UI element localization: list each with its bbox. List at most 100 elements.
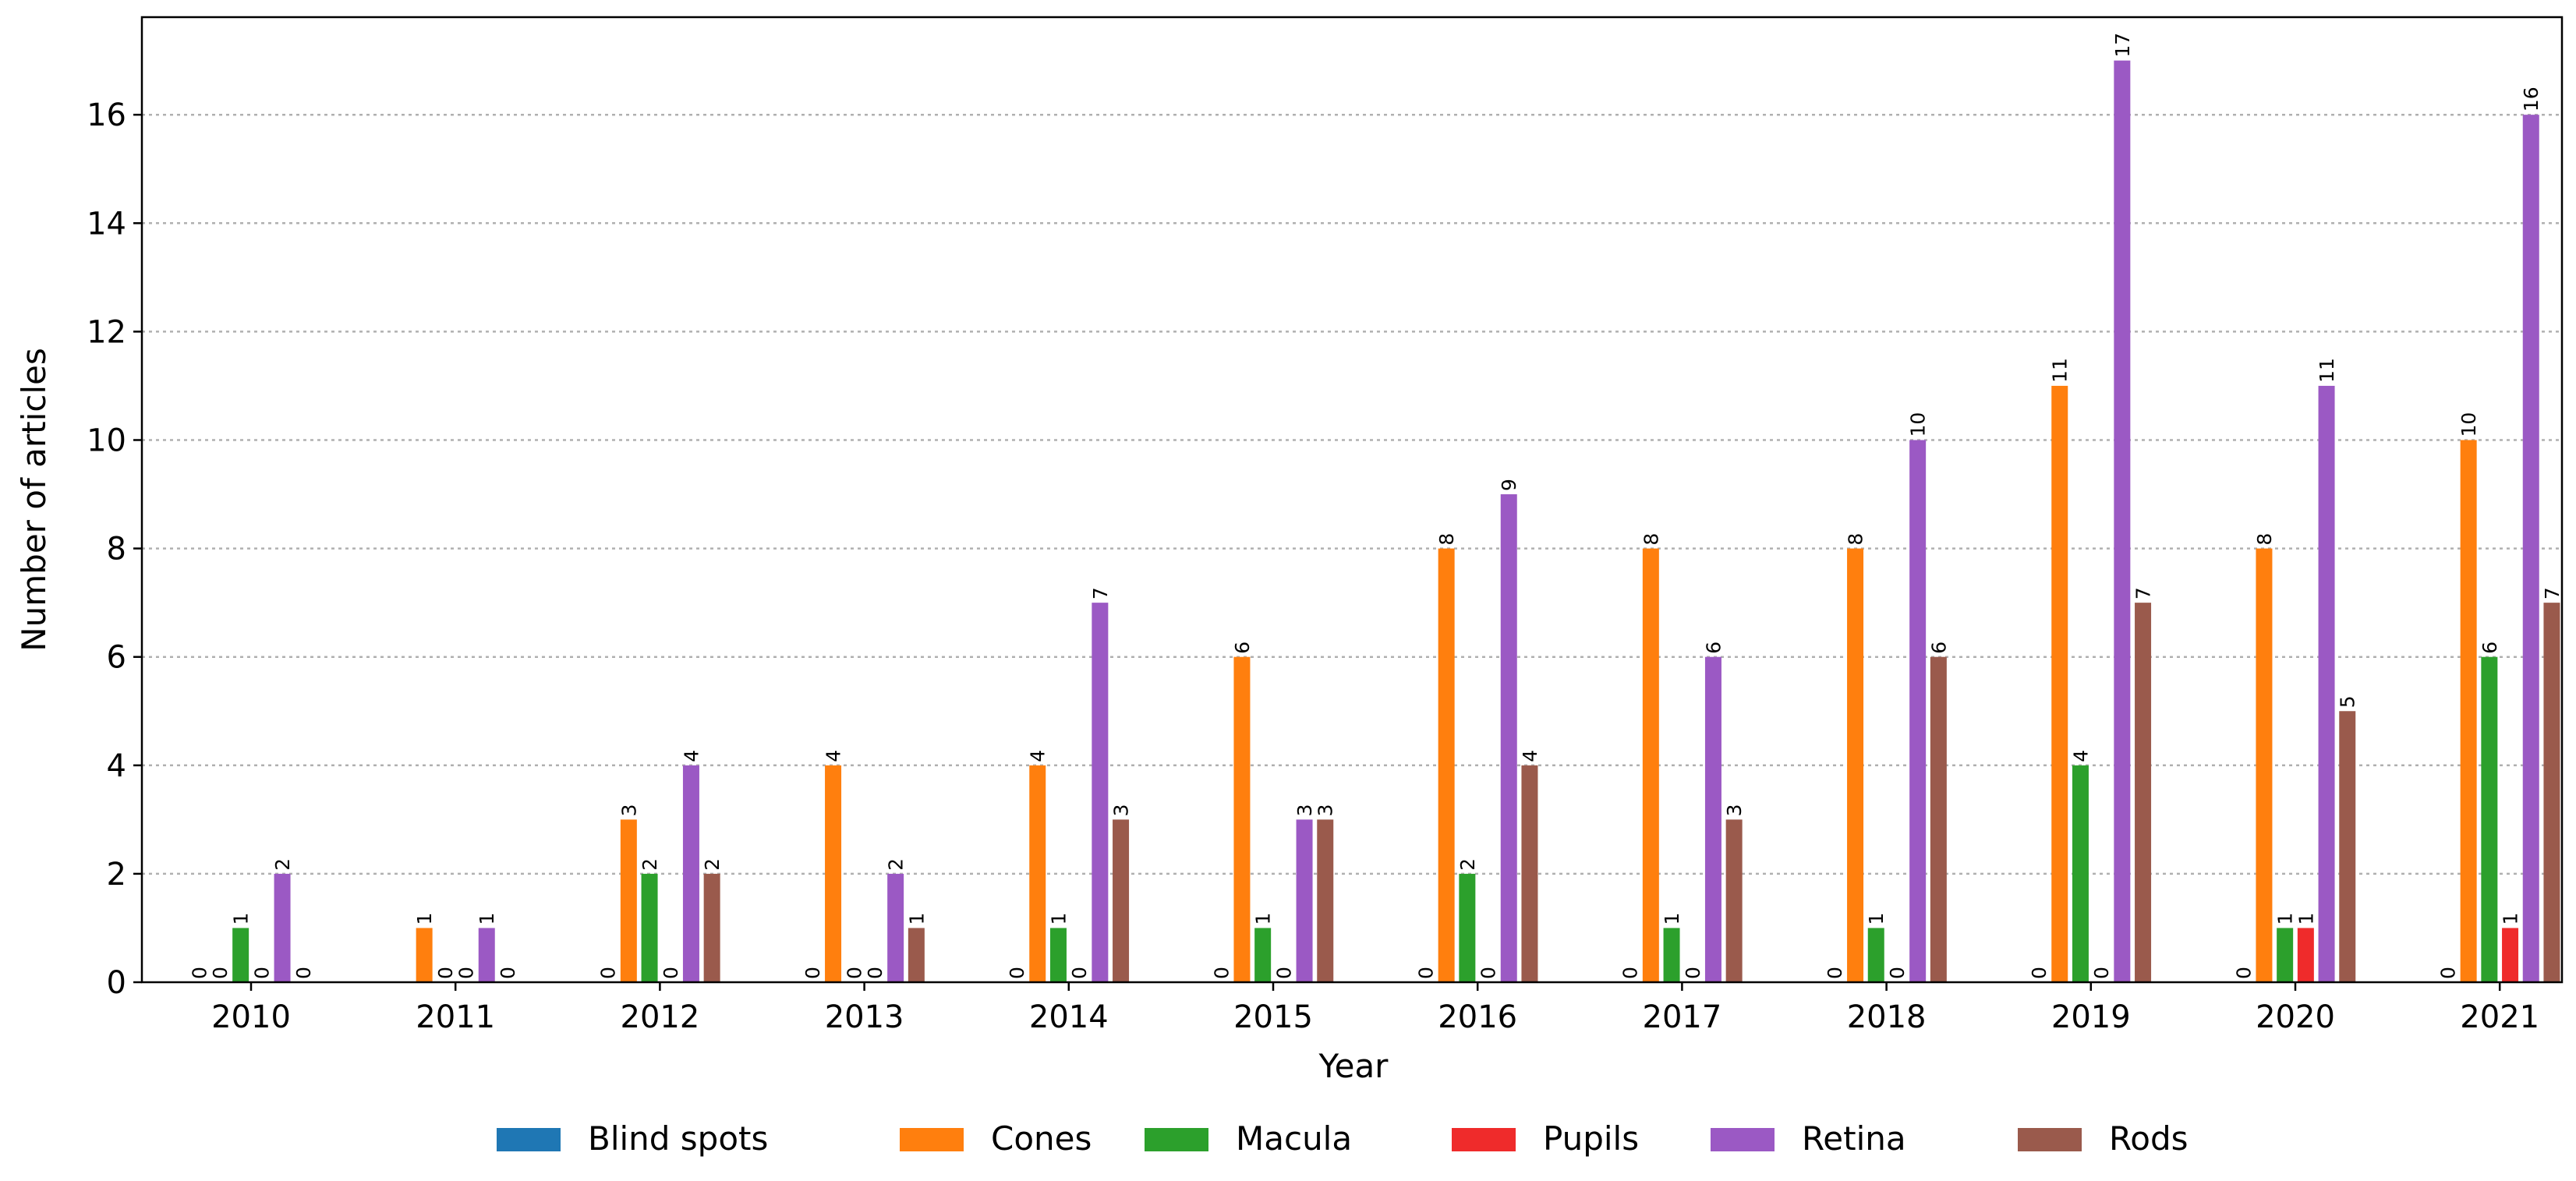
legend-swatch bbox=[1452, 1128, 1516, 1151]
bar-value-label: 1 bbox=[413, 913, 436, 925]
plot-frame bbox=[140, 16, 2564, 984]
legend-swatch bbox=[900, 1128, 964, 1151]
bar-value-label: 7 bbox=[1089, 587, 1112, 599]
bar bbox=[1663, 928, 1680, 982]
bar-value-label: 0 bbox=[1068, 967, 1091, 979]
bar bbox=[2481, 656, 2498, 982]
bar bbox=[2543, 603, 2560, 982]
bar-value-label: 3 bbox=[1315, 804, 1337, 816]
bar-value-label: 3 bbox=[617, 804, 640, 816]
bar-value-label: 2 bbox=[885, 858, 908, 871]
bar-value-label: 0 bbox=[801, 967, 824, 979]
bar-value-label: 8 bbox=[1845, 533, 1867, 546]
bar-value-label: 3 bbox=[1293, 804, 1316, 816]
bar-value-label: 0 bbox=[1414, 967, 1437, 979]
bar-value-label: 0 bbox=[864, 967, 886, 979]
bar-value-label: 0 bbox=[292, 967, 315, 979]
bar bbox=[620, 819, 637, 982]
bar-value-label: 0 bbox=[597, 967, 620, 979]
legend-swatch bbox=[1145, 1128, 1208, 1151]
bar-value-label: 0 bbox=[1619, 967, 1642, 979]
legend-swatch bbox=[2018, 1128, 2082, 1151]
bar bbox=[825, 765, 842, 982]
x-tick-label: 2017 bbox=[1643, 999, 1722, 1035]
bar bbox=[2135, 603, 2152, 982]
bar-value-label: 1 bbox=[905, 913, 928, 925]
bar bbox=[908, 928, 925, 982]
bar bbox=[1438, 548, 1455, 982]
x-tick-label: 2013 bbox=[825, 999, 904, 1035]
bar-value-label: 0 bbox=[660, 967, 682, 979]
bar bbox=[2522, 115, 2539, 982]
y-axis-title: Number of articles bbox=[15, 348, 53, 652]
x-tick-label: 2015 bbox=[1233, 999, 1313, 1035]
x-tick-label: 2014 bbox=[1029, 999, 1109, 1035]
bars bbox=[232, 60, 2560, 982]
bar-value-label: 1 bbox=[2274, 913, 2297, 925]
bar-value-label: 8 bbox=[2253, 533, 2276, 546]
bar-value-label: 2 bbox=[271, 858, 294, 871]
bar-value-label: 0 bbox=[434, 967, 457, 979]
bar-value-label: 10 bbox=[1907, 412, 1930, 437]
legend-label: Rods bbox=[2109, 1119, 2189, 1158]
y-tick-label: 2 bbox=[107, 857, 126, 893]
bar-value-label: 0 bbox=[1477, 967, 1500, 979]
grid-layer bbox=[142, 113, 2562, 875]
bar bbox=[2297, 928, 2314, 982]
bar-value-label: 0 bbox=[188, 967, 211, 979]
bar-value-label: 4 bbox=[680, 750, 702, 762]
bar-value-label: 6 bbox=[1702, 642, 1725, 654]
bar-value-label: 8 bbox=[1640, 533, 1662, 546]
bar-value-label: 6 bbox=[2479, 642, 2501, 654]
bar bbox=[2256, 548, 2273, 982]
bar-value-label: 0 bbox=[1824, 967, 1846, 979]
bar-value-label: 4 bbox=[1519, 750, 1541, 762]
bar-value-label: 0 bbox=[455, 967, 478, 979]
legend-swatch bbox=[1711, 1128, 1775, 1151]
bar bbox=[1233, 656, 1251, 982]
legend: Blind spots Cones Macula Pupils Retina Rods bbox=[497, 1119, 2189, 1158]
bar bbox=[1930, 656, 1947, 982]
bar-value-label: 3 bbox=[1723, 804, 1746, 816]
bar bbox=[1029, 765, 1046, 982]
bar bbox=[274, 873, 291, 982]
legend-label: Cones bbox=[991, 1119, 1092, 1158]
legend-label: Macula bbox=[1236, 1119, 1352, 1158]
bar-value-label: 0 bbox=[2028, 967, 2051, 979]
y-tick-label: 6 bbox=[107, 640, 126, 676]
bar-value-label: 2 bbox=[639, 858, 661, 871]
bar bbox=[1049, 928, 1067, 982]
bar-value-label: 17 bbox=[2111, 33, 2134, 58]
bar bbox=[2051, 385, 2068, 982]
legend-label: Pupils bbox=[1543, 1119, 1639, 1158]
bar bbox=[2460, 440, 2477, 982]
bar-value-label: 9 bbox=[1498, 479, 1520, 491]
bar bbox=[1642, 548, 1659, 982]
bar-value-label: 0 bbox=[1006, 967, 1028, 979]
x-axis-title: Year bbox=[1318, 1047, 1389, 1085]
y-tick-label: 0 bbox=[107, 965, 126, 1001]
y-tick-label: 14 bbox=[87, 206, 126, 242]
bar-value-label: 0 bbox=[1682, 967, 1704, 979]
bar-value-label: 1 bbox=[1047, 913, 1070, 925]
y-tick-label: 8 bbox=[107, 532, 126, 568]
bar-value-label: 1 bbox=[1252, 913, 1275, 925]
bar bbox=[2072, 765, 2089, 982]
bar-value-label: 0 bbox=[497, 967, 519, 979]
bar-value-label: 1 bbox=[1661, 913, 1683, 925]
bar-value-label: 4 bbox=[823, 750, 845, 762]
bar-value-label: 0 bbox=[1272, 967, 1295, 979]
x-tick-label: 2011 bbox=[416, 999, 495, 1035]
bar-value-label: 7 bbox=[2541, 587, 2564, 599]
bar-value-label: 1 bbox=[2500, 913, 2522, 925]
bar-value-label: 0 bbox=[1886, 967, 1909, 979]
bar bbox=[1500, 494, 1517, 982]
bar bbox=[2502, 928, 2519, 982]
bar-value-label: 6 bbox=[1231, 642, 1254, 654]
bar bbox=[2277, 928, 2294, 982]
bar bbox=[1521, 765, 1538, 982]
bar bbox=[682, 765, 699, 982]
bar bbox=[1296, 819, 1313, 982]
bar-value-label: 7 bbox=[2132, 587, 2155, 599]
